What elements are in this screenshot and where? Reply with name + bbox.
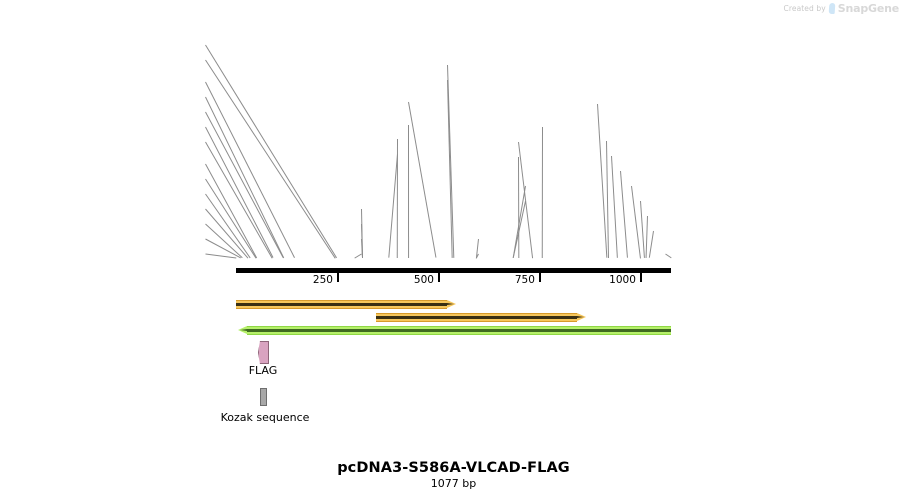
arrow-core [236, 303, 447, 306]
enzyme-site-label-pvuii[interactable] [0, 63, 443, 74]
sequence-backbone [236, 268, 671, 273]
enzyme-site-label-bglii[interactable] [0, 155, 514, 166]
enzyme-site-label-kpni[interactable] [651, 214, 658, 225]
leader-line [518, 156, 520, 259]
page-title: pcDNA3-S586A-VLCAD-FLAG [337, 460, 570, 476]
plasmid-length-label: 1077 bp [430, 477, 477, 490]
snapgene-watermark: Created by SnapGene [784, 2, 900, 15]
feature-arrow-orf1[interactable] [236, 300, 456, 309]
enzyme-site-label-smli[interactable] [0, 207, 357, 218]
leader-line [611, 155, 618, 259]
leader-line [361, 208, 364, 258]
enzyme-site-label-pflmi[interactable] [0, 125, 538, 136]
ruler-tick-label: 1000 [609, 274, 636, 286]
flag-arrow-left[interactable] [258, 341, 269, 364]
enzyme-site-label-tsoi[interactable] [0, 102, 593, 113]
watermark-brand-label: SnapGene [837, 2, 899, 15]
watermark-created-by-label: Created by [783, 4, 826, 13]
ruler-tick [639, 273, 642, 282]
enzyme-site-label-bsphi[interactable] [0, 140, 514, 151]
leader-line [648, 230, 654, 259]
feature-arrow-orf3[interactable] [238, 326, 671, 335]
enzyme-site-label-end[interactable] [669, 252, 676, 263]
enzyme-site-label-bsawi[interactable] [0, 184, 521, 195]
ruler-tick [538, 273, 541, 282]
enzyme-site-label-pfoi[interactable] [610, 139, 617, 150]
leader-line [620, 170, 628, 259]
feature-label-kozak: Kozak sequence [220, 411, 310, 424]
ruler-tick-label: 500 [413, 274, 434, 286]
enzyme-site-label-draiii[interactable] [0, 43, 201, 54]
feature-arrow-orf2[interactable] [376, 313, 586, 322]
enzyme-site-label-bbvci[interactable] [0, 78, 443, 89]
enzyme-site-label-bani[interactable] [644, 199, 651, 210]
enzyme-site-label-econi[interactable] [0, 252, 357, 263]
enzyme-site-label-bfuai[interactable] [657, 229, 664, 240]
enzyme-site-label-btsi[interactable] [0, 237, 474, 248]
leader-line [645, 215, 648, 259]
ruler-tick [437, 273, 440, 282]
enzyme-site-label-bsrdi[interactable] [635, 184, 642, 195]
ruler-tick-label: 250 [312, 274, 333, 286]
arrow-head-core [577, 316, 584, 318]
enzyme-site-label-bmri[interactable] [624, 169, 631, 180]
leader-line [631, 185, 641, 259]
arrow-head-core [240, 329, 247, 331]
enzyme-site-label-apoi[interactable] [615, 154, 622, 165]
ruler-tick-label: 750 [514, 274, 535, 286]
arrow-core [247, 329, 671, 332]
kozak-box[interactable] [260, 388, 267, 406]
snapgene-logo-icon [828, 3, 836, 14]
leader-line [518, 141, 534, 259]
feature-label-flag: FLAG [248, 364, 278, 377]
enzyme-site-label-apai[interactable] [0, 222, 201, 233]
arrow-head-core [447, 303, 454, 305]
leader-line [541, 126, 543, 259]
ruler-tick [336, 273, 339, 282]
arrow-core [376, 316, 577, 319]
leader-line [606, 140, 609, 259]
